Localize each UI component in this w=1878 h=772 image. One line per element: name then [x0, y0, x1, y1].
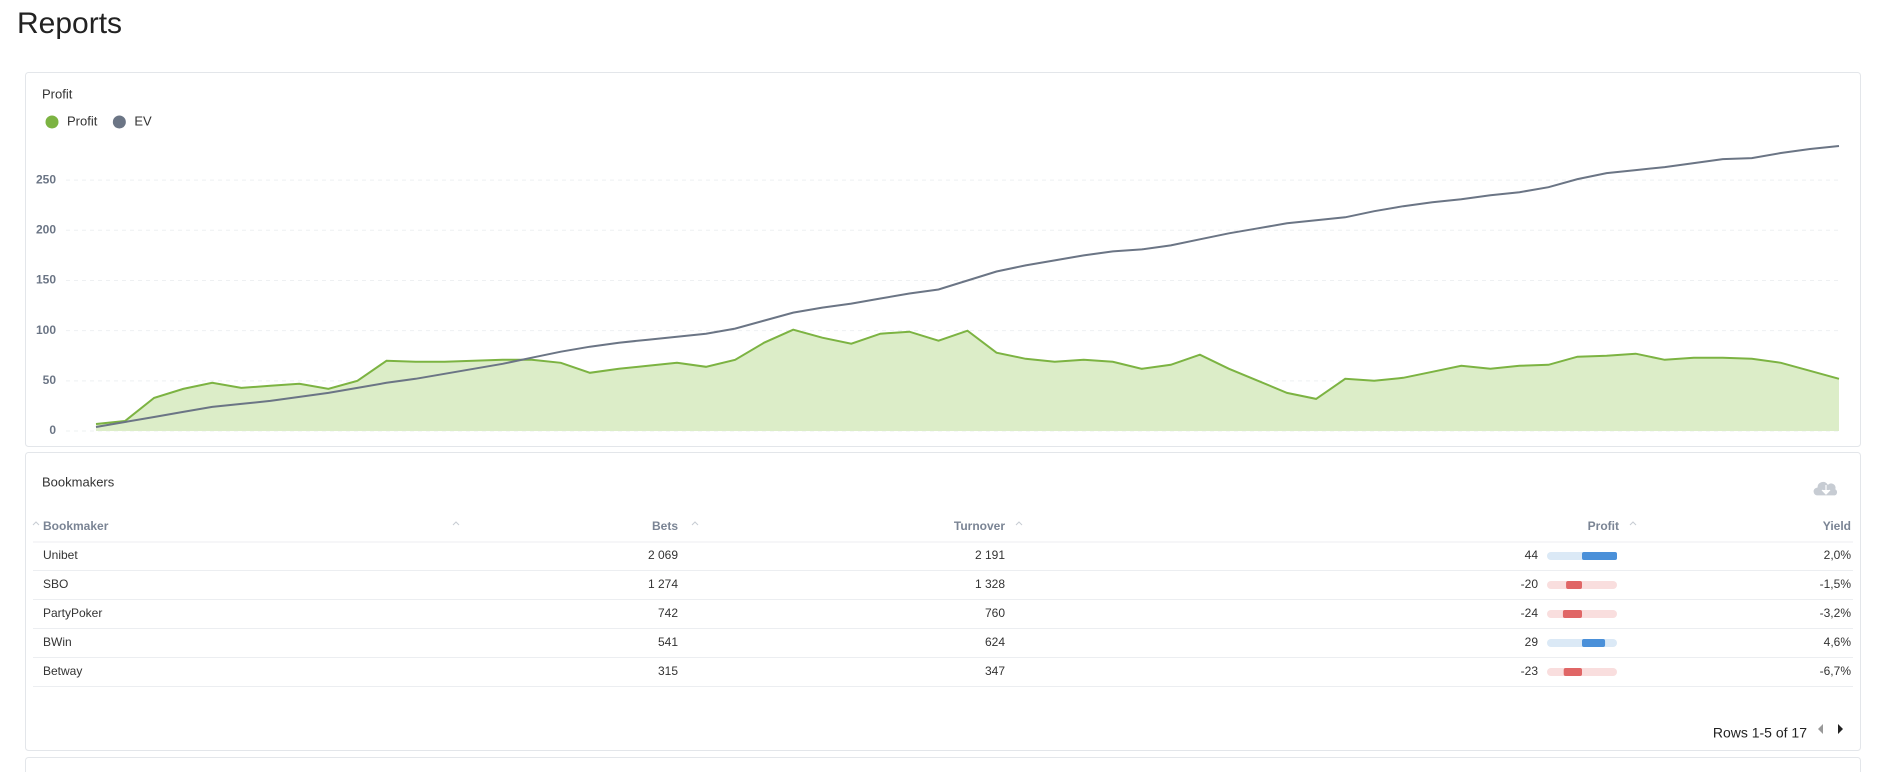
profit-bar [1582, 552, 1617, 560]
y-tick-label: 150 [36, 273, 56, 287]
next-card [25, 757, 1861, 772]
table-cell: 742 [658, 606, 678, 620]
column-header[interactable]: Bookmaker [43, 519, 109, 533]
line [95, 328, 1840, 425]
profit-bar [1566, 581, 1582, 589]
y-tick-label: 200 [36, 222, 56, 236]
download-icon[interactable] [1812, 480, 1839, 497]
y-tick-label: 50 [43, 373, 57, 387]
sort-caret[interactable] [691, 521, 699, 526]
table-title: Bookmakers [42, 474, 115, 489]
table-cell: 760 [985, 606, 1005, 620]
table-cell: BWin [43, 635, 72, 649]
chart-title: Profit [42, 86, 73, 101]
sort-caret[interactable] [1015, 521, 1023, 526]
sort-caret[interactable] [452, 521, 460, 526]
table-cell: 1 274 [648, 577, 678, 591]
table-cell: 2,0% [1824, 548, 1852, 562]
table-cell: Unibet [43, 548, 78, 562]
column-header[interactable]: Profit [1588, 519, 1619, 533]
table-cell: -3,2% [1820, 606, 1852, 620]
sort-caret[interactable] [32, 521, 40, 526]
pagination-label: Rows 1-5 of 17 [1713, 725, 1807, 741]
line [95, 145, 1840, 428]
table-cell: -1,5% [1820, 577, 1852, 591]
sort-caret[interactable] [1629, 521, 1637, 526]
table-cell: -24 [1521, 606, 1539, 620]
y-tick-label: 100 [36, 323, 56, 337]
table-cell: 29 [1525, 635, 1539, 649]
legend-marker[interactable] [45, 115, 59, 129]
legend-label[interactable]: EV [134, 113, 152, 128]
table-cell: 347 [985, 664, 1005, 678]
table-cell: -23 [1521, 664, 1539, 678]
y-tick-label: 250 [36, 172, 56, 186]
chart-card [25, 72, 1861, 447]
legend-marker[interactable] [112, 115, 126, 129]
table-cell: -20 [1521, 577, 1539, 591]
prev-page[interactable] [1818, 724, 1823, 734]
table-cell: -6,7% [1820, 664, 1852, 678]
table-cell: Betway [43, 664, 82, 678]
table-cell: 4,6% [1824, 635, 1852, 649]
page-title: Reports [17, 7, 122, 40]
profit-bar [1582, 639, 1606, 647]
column-header[interactable]: Bets [652, 519, 678, 533]
table-cell: 315 [658, 664, 678, 678]
column-header[interactable]: Turnover [954, 519, 1005, 533]
table-cell: 541 [658, 635, 678, 649]
profit-bar [1562, 610, 1582, 618]
table-cell: 2 069 [648, 548, 678, 562]
profit-bar [1563, 668, 1582, 676]
table-cell: 2 191 [975, 548, 1005, 562]
table-cell: 624 [985, 635, 1005, 649]
table-cell: 44 [1525, 548, 1539, 562]
table-cell: 1 328 [975, 577, 1005, 591]
next-page[interactable] [1838, 724, 1843, 734]
legend-label[interactable]: Profit [67, 113, 98, 128]
y-tick-label: 0 [49, 423, 56, 437]
column-header[interactable]: Yield [1823, 519, 1851, 533]
table-cell: SBO [43, 577, 68, 591]
table-card [25, 452, 1861, 751]
area-fill [96, 329, 1839, 431]
table-cell: PartyPoker [43, 606, 102, 620]
